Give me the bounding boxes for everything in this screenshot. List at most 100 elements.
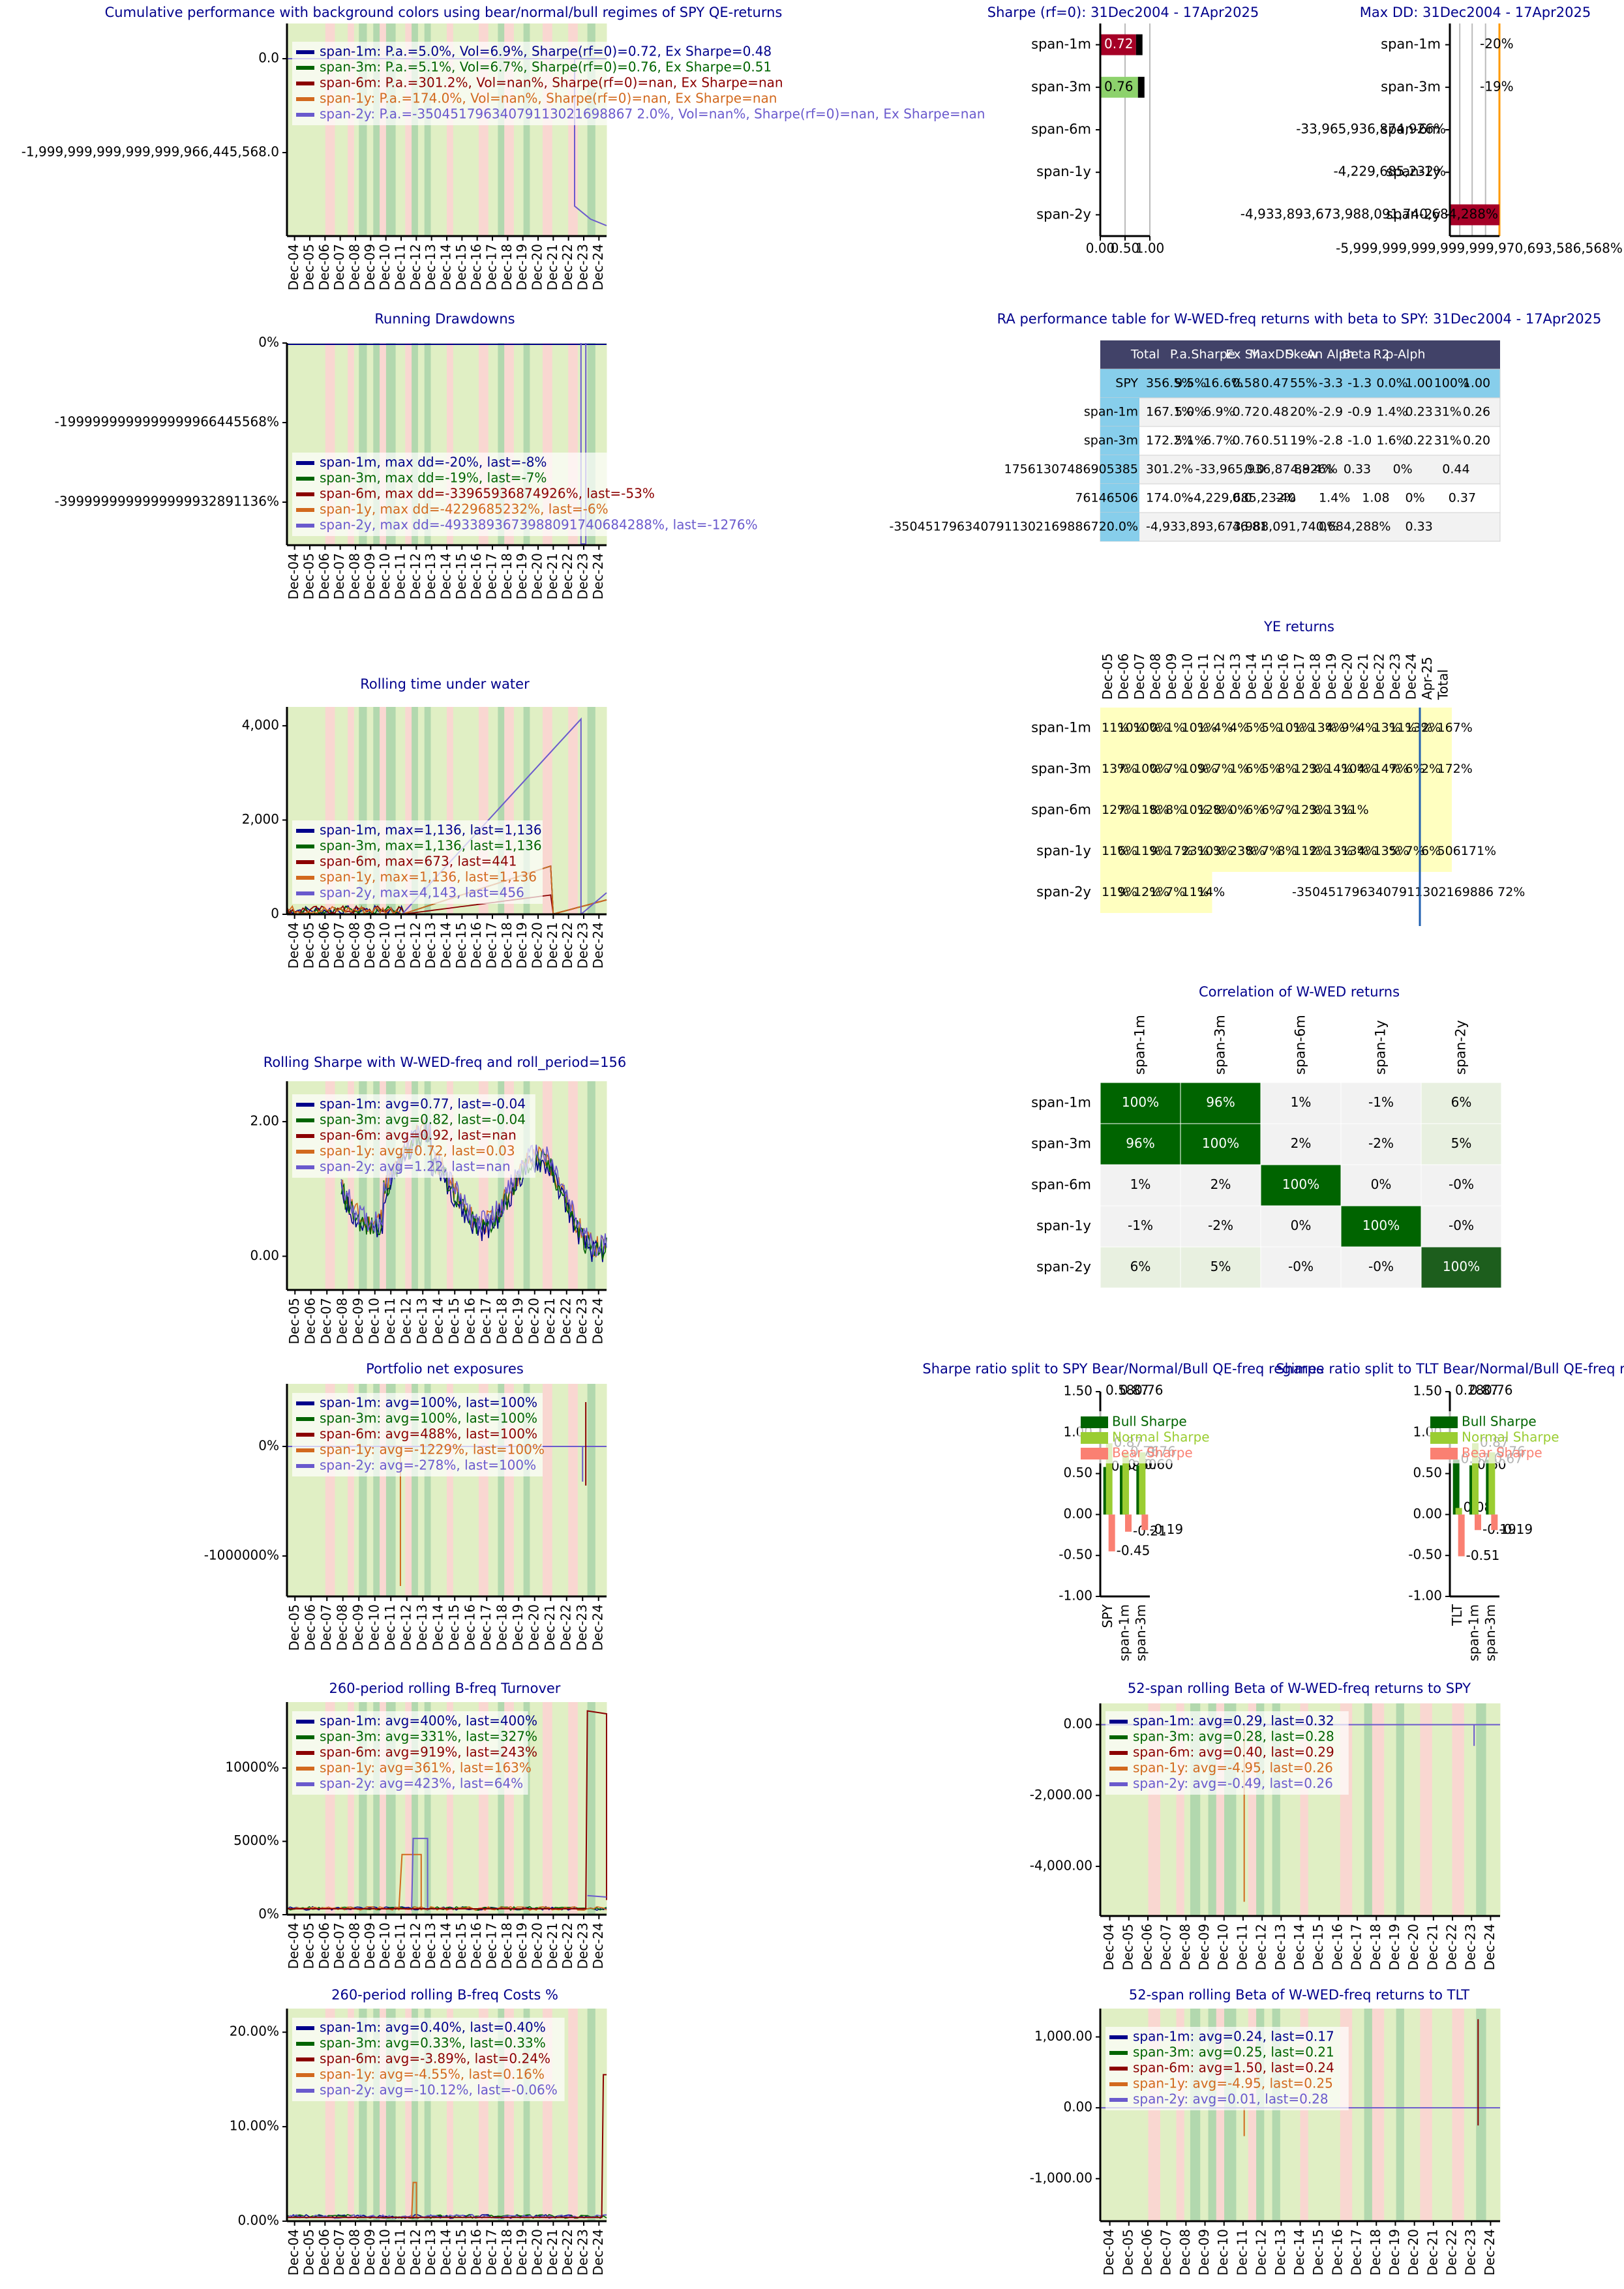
table-header-cell: p-Alph: [1386, 348, 1426, 362]
table-cell: 5.1%: [1175, 434, 1206, 448]
heatmap-cell-value: 8%: [1214, 803, 1233, 817]
x-tick-label: Dec-19: [510, 1604, 526, 1651]
regime-band: [367, 343, 374, 545]
legend-entry: span-1y, max dd=-4229685232%, last=-6%: [320, 501, 609, 517]
x-tick-label: Dec-19: [1387, 2229, 1402, 2275]
x-tick-label: Dec-05: [301, 1922, 317, 1969]
table-header-cell: Ex Sh: [1226, 348, 1260, 362]
heatmap-cell-value: 4%: [1214, 721, 1233, 735]
table-cell: 0.51: [1261, 434, 1289, 448]
table-row: [1100, 483, 1501, 513]
table-row-label: 76146506: [1075, 491, 1138, 505]
regime-band: [1384, 1703, 1397, 1916]
x-tick-label: Dec-06: [316, 1922, 332, 1969]
y-tick-label: 4,000: [242, 717, 279, 732]
x-tick-label: Dec-17: [478, 1604, 494, 1651]
heatmap-col-label: Dec-22: [1371, 653, 1387, 700]
legend-box: [1105, 2027, 1349, 2110]
heatmap-cell-value: 23%: [1229, 844, 1257, 858]
x-tick-label: Dec-11: [393, 922, 408, 968]
heatmap-cell-value: 6%: [1421, 844, 1441, 858]
heatmap-cell-value: 7%: [1165, 885, 1185, 899]
regime-band: [552, 1384, 569, 1596]
regime-band: [552, 1702, 569, 1915]
regime-band: [587, 1081, 596, 1290]
x-tick-label: Dec-23: [575, 244, 591, 290]
table-header-cell: MaxDD: [1250, 348, 1295, 362]
corr-cell: [1340, 1082, 1422, 1124]
legend-entry: span-3m: avg=0.25, last=0.21: [1133, 2044, 1334, 2060]
x-tick-label: Dec-06: [316, 922, 332, 968]
x-tick-label: Dec-09: [362, 922, 378, 968]
heatmap-row-bg: [1100, 872, 1212, 913]
table-cell: -40: [1276, 491, 1296, 505]
regime-band: [587, 1702, 596, 1915]
x-tick-label: Dec-22: [560, 2229, 575, 2275]
regime-band: [353, 1081, 359, 1290]
regime-band: [380, 343, 387, 545]
heatmap-cell-value: 7%: [1118, 762, 1137, 776]
table-cell: 172.2%: [1146, 434, 1193, 448]
corr-cell-value: 100%: [1362, 1218, 1400, 1233]
x-tick-label: Dec-23: [575, 922, 591, 968]
x-tick-label: Dec-21: [1424, 2229, 1440, 2275]
x-tick-label: Dec-20: [1406, 1924, 1421, 1970]
chart-beta-tlt: 1,000.00 0.00 -1,000.00 Dec-04 Dec-05 Dec-06 D…: [1030, 2009, 1501, 2275]
corr-row-label: span-3m: [1031, 1136, 1091, 1152]
table-row-label: span-3m: [1084, 434, 1138, 448]
heatmap-cell-value: 7%: [1278, 803, 1297, 817]
x-tick-label: Dec-12: [408, 1922, 423, 1969]
table-row: [1100, 426, 1501, 456]
regime-band: [353, 1702, 359, 1915]
regime-band: [523, 343, 530, 545]
regime-band: [523, 707, 530, 914]
corr-cell-value: 96%: [1206, 1094, 1235, 1110]
bar-value-label: -4,229,685,232%: [1333, 164, 1446, 179]
series-line: [411, 2181, 417, 2219]
x-tick-label: Dec-05: [301, 244, 317, 290]
x-tick-label: Dec-16: [468, 1922, 484, 1969]
regime-band: [1464, 2009, 1477, 2221]
y-tick-label: 20.00%: [230, 2024, 279, 2039]
split-top-label: 0.87: [1120, 1383, 1149, 1398]
heatmap-col-label: Dec-05: [1100, 653, 1115, 700]
regime-band: [595, 1702, 607, 1915]
table-header-bg: [1100, 340, 1500, 369]
regime-band: [577, 1081, 588, 1290]
heatmap-cell-value: 7%: [1261, 844, 1281, 858]
legend-box: [292, 1711, 528, 1795]
x-tick-label: Dec-20: [526, 1604, 541, 1651]
heatmap-cell-value: 1%: [1293, 721, 1313, 735]
regime-band: [498, 1081, 505, 1290]
regime-band: [405, 2009, 412, 2221]
x-tick-label: Dec-07: [331, 922, 347, 968]
table-col-highlight: [1100, 369, 1139, 398]
heatmap-cell-value: 5%: [1261, 762, 1281, 776]
y-tick-label: 0%: [258, 1438, 279, 1454]
split-bar-label: -0.45: [1117, 1542, 1150, 1558]
category-label: span-1y: [1036, 164, 1091, 179]
regime-band: [380, 1384, 387, 1596]
x-tick-label: Dec-21: [545, 553, 560, 599]
table-row: [1100, 455, 1501, 485]
y-tick-label: 1.50: [1413, 1383, 1442, 1399]
table-cell: -2.8: [1319, 434, 1343, 448]
corr-cell: [1340, 1246, 1422, 1289]
x-tick-label: Dec-15: [453, 553, 469, 599]
regime-band: [1372, 2009, 1385, 2221]
x-tick-label: Dec-06: [302, 1604, 318, 1651]
x-tick-label: span-3m: [1133, 1604, 1149, 1661]
split-bar: [1125, 1514, 1132, 1532]
split-top-label: 0.76: [1134, 1383, 1164, 1398]
regime-band: [447, 1384, 454, 1596]
heatmap-row-label: span-6m: [1031, 802, 1091, 818]
regime-band: [577, 707, 588, 914]
chart-title-exposures: Portfolio net exposures: [366, 1361, 524, 1377]
heatmap-cell-value: 11%: [1389, 721, 1417, 735]
table-header-cell: An Alph: [1306, 348, 1354, 362]
table-header-cell: Beta: [1342, 348, 1371, 362]
regime-band: [424, 23, 431, 236]
split-bar: [1488, 1452, 1496, 1515]
x-tick-label: Dec-18: [494, 1604, 509, 1651]
regime-band: [424, 2009, 431, 2221]
